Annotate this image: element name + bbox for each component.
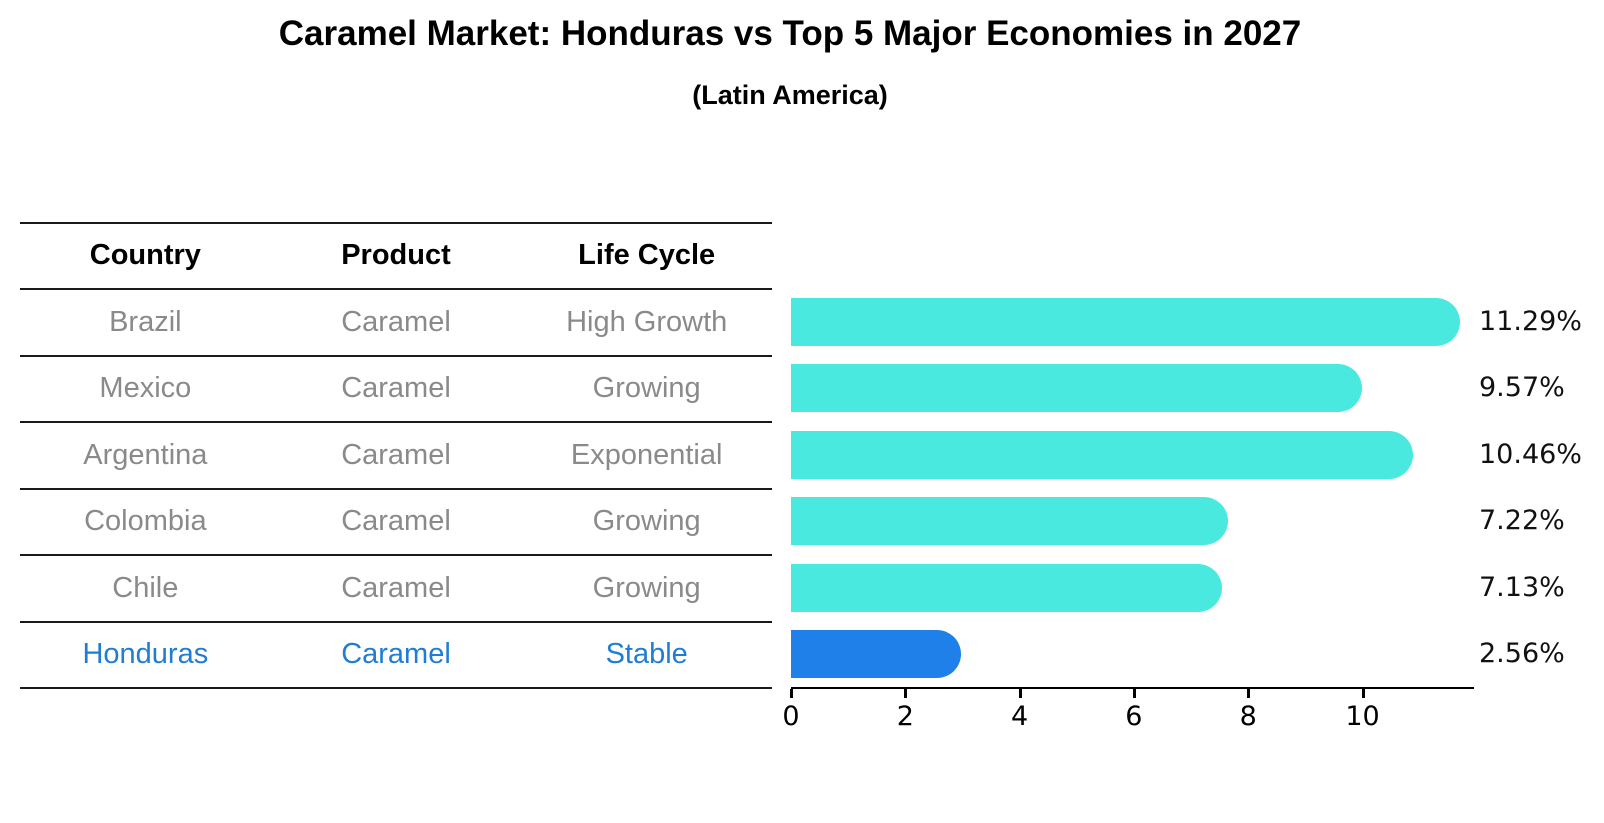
value-label: 7.22%: [1479, 505, 1565, 537]
country-cell: Brazil: [109, 305, 182, 338]
value-label: 9.57%: [1479, 372, 1565, 404]
country-cell: Mexico: [99, 371, 192, 404]
table-row: Mexico Caramel Growing: [20, 355, 772, 421]
bar-honduras: [791, 630, 962, 678]
bar-brazil: [791, 298, 1461, 346]
table-header-row: Country Product Life Cycle: [20, 222, 772, 288]
x-axis-tick-label: 10: [1345, 701, 1380, 732]
x-axis-tick: [790, 689, 793, 698]
x-axis-line: [791, 687, 1474, 689]
value-label: 7.13%: [1479, 571, 1565, 603]
country-cell: Colombia: [84, 504, 207, 537]
chart-subtitle: (Latin America): [692, 80, 888, 110]
product-cell: Caramel: [341, 571, 451, 604]
x-axis-tick-label: 2: [896, 701, 914, 732]
bar-chile: [791, 563, 1223, 612]
life-cycle-cell: Growing: [592, 571, 701, 604]
table-row: Brazil Caramel High Growth: [20, 289, 772, 355]
x-axis-tick-label: 8: [1239, 701, 1257, 732]
product-cell: Caramel: [341, 504, 451, 537]
product-cell: Caramel: [341, 371, 451, 404]
country-cell: Honduras: [82, 637, 209, 670]
table-line: [20, 421, 772, 423]
bar-mexico: [791, 364, 1362, 413]
table-line: [20, 687, 772, 689]
country-cell: Chile: [112, 571, 179, 604]
column-header-country: Country: [89, 238, 201, 271]
table-row: Argentina Caramel Exponential: [20, 422, 772, 488]
x-axis-tick-label: 6: [1125, 701, 1143, 732]
x-axis-tick: [1132, 689, 1136, 698]
column-header-product: Product: [341, 238, 451, 271]
bar-argentina: [791, 430, 1413, 479]
chart-title: Caramel Market: Honduras vs Top 5 Major …: [278, 14, 1302, 53]
x-axis-tick: [1018, 689, 1022, 698]
x-axis-tick-label: 4: [1011, 701, 1029, 732]
life-cycle-cell: High Growth: [566, 305, 728, 338]
x-axis-tick: [1361, 689, 1365, 698]
life-cycle-cell: Exponential: [570, 438, 723, 471]
value-label: 11.29%: [1479, 306, 1582, 337]
x-axis-tick: [1247, 689, 1251, 698]
value-label: 2.56%: [1479, 638, 1565, 669]
country-cell: Argentina: [83, 438, 208, 471]
table-line: [20, 222, 772, 224]
life-cycle-cell: Growing: [592, 504, 701, 537]
table-line: [20, 355, 772, 357]
table-line: [20, 288, 772, 290]
product-cell: Caramel: [341, 305, 451, 338]
product-cell: Caramel: [341, 438, 451, 471]
table-row: Chile Caramel Growing: [20, 555, 772, 621]
life-cycle-cell: Growing: [592, 371, 701, 404]
table-row: Honduras Caramel Stable: [20, 621, 772, 687]
bar-colombia: [791, 497, 1228, 546]
value-label: 10.46%: [1479, 438, 1582, 470]
table-line: [20, 488, 772, 490]
life-cycle-cell: Stable: [605, 637, 688, 670]
product-cell: Caramel: [341, 637, 451, 670]
x-axis-tick: [904, 689, 908, 698]
x-axis-tick-label: 0: [782, 701, 800, 732]
table-row: Colombia Caramel Growing: [20, 488, 772, 554]
table-line: [20, 621, 772, 623]
table-line: [20, 554, 772, 556]
column-header-life-cycle: Life Cycle: [578, 238, 716, 271]
